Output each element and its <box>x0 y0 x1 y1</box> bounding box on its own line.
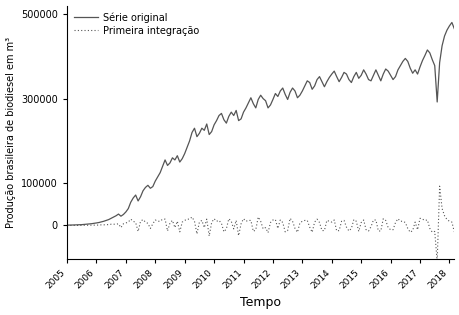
Primeira integração <box>389 228 395 232</box>
Série original <box>389 78 395 82</box>
Primeira integração <box>203 217 209 221</box>
Y-axis label: Produção brasileira de biodiesel em m³: Produção brasileira de biodiesel em m³ <box>6 37 16 228</box>
Primeira integração <box>64 224 70 227</box>
Legend: Série original, Primeira integração: Série original, Primeira integração <box>72 10 201 38</box>
X-axis label: Tempo: Tempo <box>240 296 280 309</box>
Primeira integração <box>304 219 309 222</box>
Série original <box>203 122 209 126</box>
Série original <box>304 79 309 83</box>
Série original <box>181 152 187 156</box>
Primeira integração <box>181 219 187 222</box>
Primeira integração <box>297 221 302 225</box>
Line: Primeira integração: Primeira integração <box>67 186 459 288</box>
Série original <box>64 223 70 227</box>
Série original <box>297 93 302 97</box>
Primeira integração <box>138 219 143 223</box>
Line: Série original: Série original <box>67 19 459 225</box>
Primeira integração <box>436 184 442 188</box>
Série original <box>138 195 143 199</box>
